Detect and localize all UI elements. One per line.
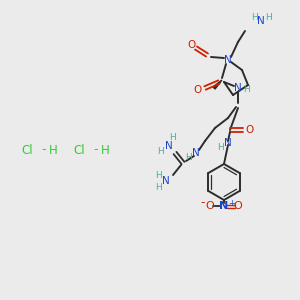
Text: O: O bbox=[234, 201, 242, 211]
Text: N: N bbox=[224, 138, 232, 148]
Text: O: O bbox=[193, 85, 201, 95]
Polygon shape bbox=[213, 80, 222, 89]
Text: H: H bbox=[154, 170, 161, 179]
Text: Cl: Cl bbox=[21, 143, 33, 157]
Text: H: H bbox=[184, 154, 191, 163]
Text: H: H bbox=[154, 182, 161, 191]
Text: -: - bbox=[201, 196, 205, 209]
Text: Cl: Cl bbox=[73, 143, 85, 157]
Text: H: H bbox=[49, 143, 57, 157]
Text: N: N bbox=[219, 201, 229, 211]
Text: -: - bbox=[42, 143, 46, 157]
Text: N: N bbox=[224, 55, 232, 65]
Text: H: H bbox=[217, 143, 224, 152]
Text: H: H bbox=[266, 14, 272, 22]
Text: O: O bbox=[187, 40, 195, 50]
Text: N: N bbox=[257, 16, 265, 26]
Text: N: N bbox=[192, 148, 200, 158]
Text: H: H bbox=[250, 14, 257, 22]
Text: O: O bbox=[206, 201, 214, 211]
Text: -: - bbox=[94, 143, 98, 157]
Text: H: H bbox=[169, 134, 176, 142]
Text: H: H bbox=[100, 143, 109, 157]
Text: N: N bbox=[165, 141, 173, 151]
Text: +: + bbox=[229, 200, 236, 208]
Text: N: N bbox=[234, 83, 242, 93]
Text: N: N bbox=[162, 176, 170, 186]
Text: H: H bbox=[244, 85, 250, 94]
Text: H: H bbox=[158, 146, 164, 155]
Text: O: O bbox=[246, 125, 254, 135]
